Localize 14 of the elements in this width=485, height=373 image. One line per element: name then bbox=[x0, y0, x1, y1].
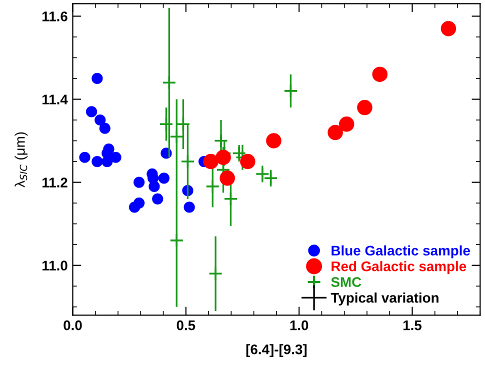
x-tick-label: 1.0 bbox=[290, 320, 308, 330]
x-axis-title: [6.4]-[9.3] bbox=[246, 344, 307, 358]
y-tick-label: 11.4 bbox=[42, 94, 68, 104]
y-tick-label: 11.2 bbox=[42, 178, 68, 188]
x-tick-label: 0.0 bbox=[64, 320, 82, 330]
legend-label: Blue Galactic sample bbox=[332, 245, 470, 258]
x-tick-label: 0.5 bbox=[176, 320, 196, 330]
y-tick-label: 11.6 bbox=[42, 12, 68, 22]
y-axis-title: λ$_{SIC}$ (μm) bbox=[14, 132, 28, 188]
legend-label: Red Galactic sample bbox=[332, 261, 466, 274]
y-tick-label: 11.0 bbox=[42, 260, 68, 271]
legend-label: Typical variation bbox=[330, 292, 438, 306]
legend-label: SMC bbox=[331, 277, 362, 287]
x-tick-label: 1.5 bbox=[403, 320, 422, 330]
